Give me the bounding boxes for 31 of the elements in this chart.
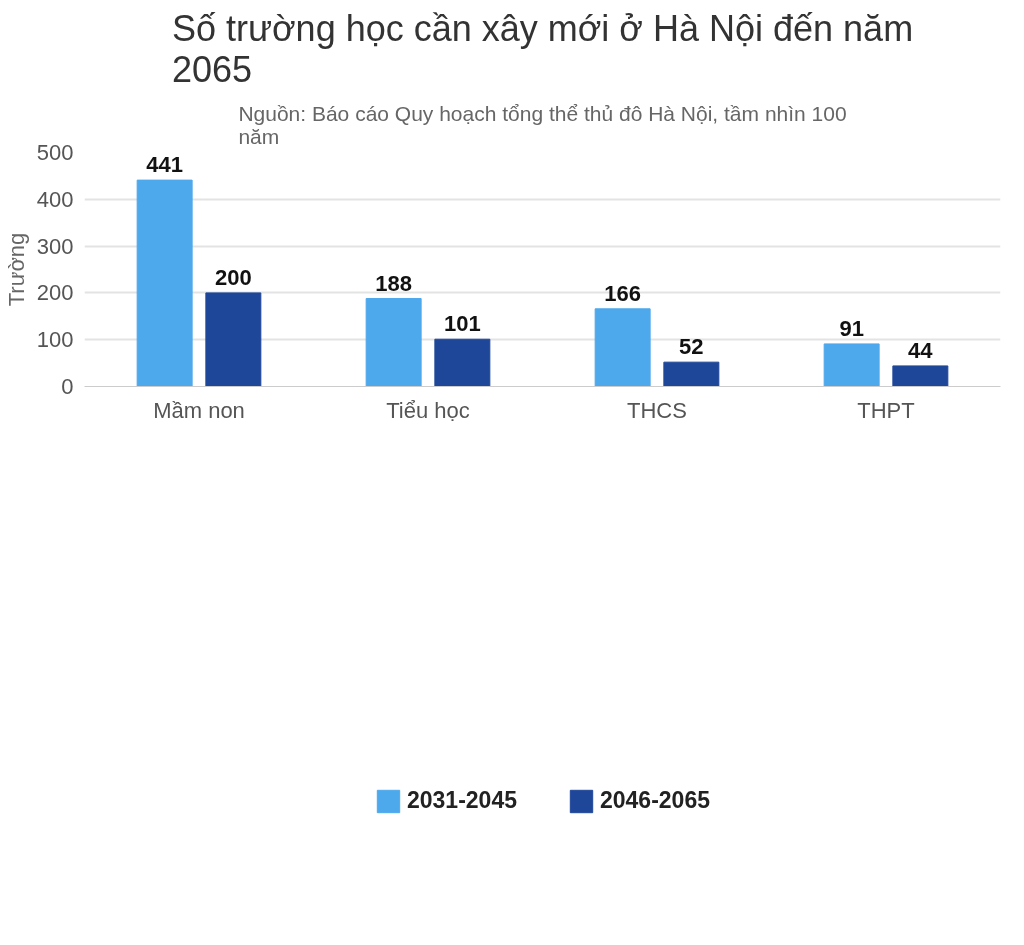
- data-label: 188: [375, 270, 413, 296]
- legend-label: 2046-2065: [600, 787, 710, 814]
- x-tick-label: Tiểu học: [386, 397, 470, 423]
- data-label: 101: [444, 311, 481, 337]
- y-tick-label: 0: [61, 374, 74, 399]
- data-label: 52: [679, 334, 704, 360]
- bar: [823, 343, 880, 387]
- y-tick-label: 300: [36, 233, 74, 259]
- chart-title: Số trường học cần xây mới ở Hà Nội đến năm 2065: [171, 7, 914, 90]
- data-label: 91: [839, 315, 864, 341]
- data-label: 44: [908, 337, 934, 363]
- data-label: 441: [146, 152, 184, 178]
- bar: [365, 298, 422, 387]
- y-tick-label: 400: [36, 186, 74, 212]
- data-label: 200: [215, 264, 252, 290]
- bar: [205, 292, 262, 387]
- y-axis-title: Trường: [3, 232, 29, 307]
- legend-label: 2031-2045: [407, 787, 517, 814]
- bar: [663, 361, 720, 387]
- x-tick-label: Mầm non: [153, 397, 245, 423]
- chart-subtitle: Nguồn: Báo cáo Quy hoạch tổng thể thủ đô Hà Nội, tầm nhìn 100 năm: [238, 101, 847, 148]
- y-tick-label: 200: [36, 280, 74, 306]
- x-tick-label: THCS: [627, 397, 687, 423]
- y-tick-label: 100: [36, 327, 74, 353]
- data-label: 166: [604, 280, 642, 306]
- bar: [594, 308, 651, 387]
- bar: [892, 365, 949, 387]
- bar: [434, 338, 491, 387]
- y-tick-label: 500: [36, 140, 74, 165]
- bar: [136, 179, 193, 387]
- x-tick-label: THPT: [857, 397, 915, 423]
